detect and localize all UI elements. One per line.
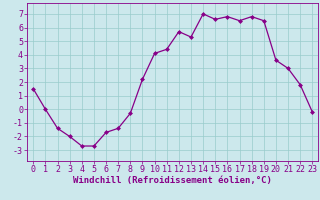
X-axis label: Windchill (Refroidissement éolien,°C): Windchill (Refroidissement éolien,°C) bbox=[73, 176, 272, 185]
